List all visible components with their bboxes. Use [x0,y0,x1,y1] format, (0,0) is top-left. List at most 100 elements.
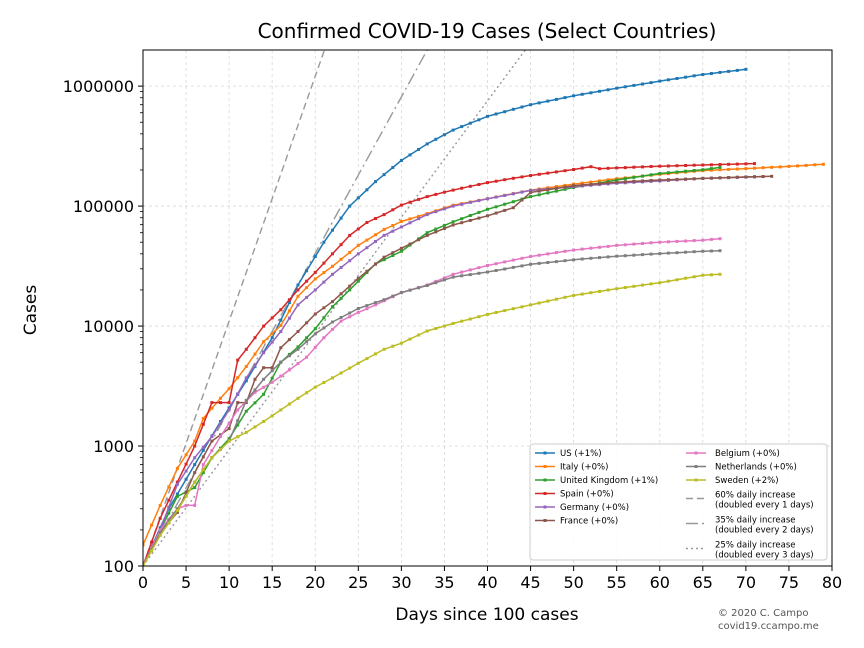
data-point [701,176,705,180]
data-point [219,420,222,423]
data-point [632,242,636,246]
legend-label: (doubled every 3 days) [715,551,814,561]
data-point [184,494,188,498]
legend-label: 25% daily increase [715,541,795,551]
data-point [684,276,688,280]
data-point [598,167,601,171]
data-point [520,105,524,109]
data-point [511,176,515,180]
data-point [727,162,731,166]
legend-marker [694,465,698,468]
data-point [494,179,498,183]
legend-label: Italy (+0%) [560,463,608,473]
data-point [219,401,222,405]
data-point [623,177,627,181]
data-point [468,268,472,272]
data-point [580,183,584,187]
data-point [589,182,593,186]
data-point [580,92,584,96]
data-point [305,279,309,283]
data-point [546,252,550,256]
data-point [486,197,489,201]
data-point [753,175,756,179]
data-point [451,188,455,192]
data-point [684,75,688,79]
data-point [374,352,377,356]
data-point [339,266,343,269]
data-point [296,288,300,292]
reference-growth-line [143,50,526,566]
data-point [348,250,352,254]
data-point [348,315,352,319]
data-point [589,180,593,184]
legend-label: Spain (+0%) [560,490,614,500]
data-point [494,311,498,314]
data-point [184,469,188,473]
data-point [563,185,567,189]
data-point [529,103,533,107]
data-point [287,338,291,342]
data-point [709,72,713,75]
data-point [615,180,619,184]
data-point [615,178,619,182]
data-point [201,468,205,472]
data-point [486,214,489,218]
data-point [365,221,369,224]
data-point [184,462,188,466]
x-tick-label: 45 [520,573,540,592]
series-group [143,272,722,566]
data-point [382,347,386,351]
data-point [709,163,713,167]
data-point [735,68,739,72]
data-point [150,540,154,544]
data-point [520,256,524,260]
data-point [709,176,713,180]
data-point [580,247,584,251]
data-point [244,379,248,383]
data-point [666,240,670,244]
data-point [468,214,472,217]
data-point [175,509,179,512]
data-point [641,174,644,178]
data-point [546,171,550,175]
x-tick-label: 35 [434,573,454,592]
data-point [692,177,696,181]
data-point [503,194,507,197]
data-point [572,168,576,171]
data-point [339,316,343,319]
data-point [503,208,507,212]
data-point [322,336,326,340]
data-point [227,421,231,425]
credit-line-1: © 2020 C. Campo [718,608,808,619]
data-point [615,254,619,258]
data-point [391,229,395,233]
data-point [158,528,162,532]
data-point [262,324,266,328]
data-point [598,179,601,183]
data-point [339,371,343,375]
data-point [167,511,171,515]
data-point [442,223,446,227]
data-point [494,211,498,215]
data-point [417,214,421,218]
data-point [468,184,472,188]
data-point [193,463,197,467]
data-point [632,253,636,257]
reference-lines-layer [143,50,526,566]
data-point [477,199,481,203]
data-point [735,167,739,171]
data-point [632,165,636,169]
data-point [356,196,360,200]
data-point [425,142,429,146]
data-point [649,282,653,286]
legend-marker [543,492,547,495]
series-layer [143,67,825,566]
data-point [348,366,352,370]
data-point [143,543,145,547]
data-point [649,241,653,245]
data-point [503,260,507,264]
data-point [684,239,688,243]
data-point [158,503,162,507]
legend-marker [694,478,698,482]
data-point [684,177,688,181]
